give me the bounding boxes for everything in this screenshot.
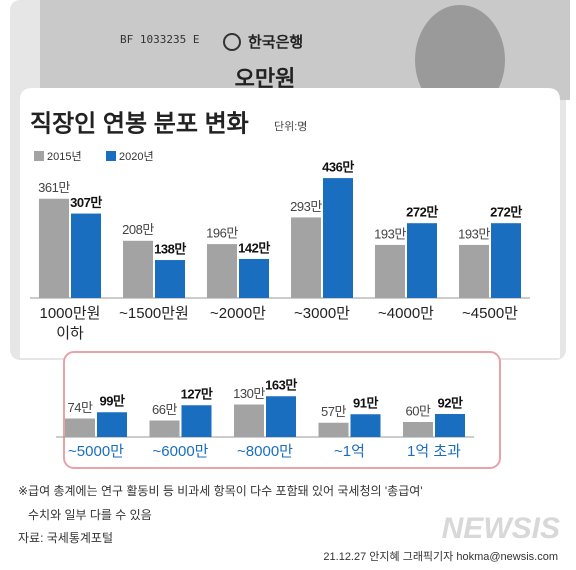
bar: [65, 418, 95, 437]
value-label: 60만: [406, 403, 431, 418]
bar: [407, 223, 437, 298]
value-label: 272만: [406, 205, 438, 220]
legend-swatch: [106, 151, 116, 161]
value-label: 193만: [458, 226, 490, 241]
value-label: 92만: [438, 395, 463, 410]
x-tick-label: ~1억: [334, 443, 365, 460]
bar: [234, 404, 264, 437]
bar: [491, 223, 521, 298]
x-tick-label: ~8000만: [237, 443, 293, 460]
bar: [181, 405, 212, 437]
banknote-portrait: [415, 5, 505, 115]
chart-title: 직장인 연봉 분포 변화: [30, 110, 249, 137]
bar: [207, 244, 237, 298]
x-tick-label: ~4000만: [378, 305, 434, 322]
x-tick-label: 1억 초과: [407, 443, 461, 460]
watermark: NEWSIS: [442, 512, 560, 545]
bank-logo: [223, 33, 241, 51]
denomination: 오만원: [235, 66, 296, 91]
x-tick-label: ~5000만: [68, 443, 124, 460]
bar: [375, 244, 405, 298]
value-label: 436만: [322, 160, 354, 175]
footnote: ※급여 총계에는 연구 활동비 등 비과세 항목이 다수 포함돼 있어 국세청의…: [18, 484, 423, 498]
value-label: 127만: [181, 387, 213, 402]
value-label: 307만: [70, 195, 102, 210]
bar: [266, 396, 296, 437]
value-label: 130만: [233, 386, 265, 401]
serial: BF 1033235 E: [120, 33, 199, 46]
value-label: 99만: [100, 394, 125, 409]
bar: [459, 244, 489, 298]
bar: [435, 414, 465, 437]
bar: [239, 258, 269, 298]
source: 자료: 국세통계포털: [18, 531, 113, 545]
value-label: 91만: [353, 396, 378, 411]
value-label: 293만: [290, 199, 322, 214]
footnote: 수치와 일부 다를 수 있음: [28, 508, 152, 522]
bar: [39, 198, 69, 298]
bar: [291, 217, 321, 298]
bar: [318, 422, 349, 437]
x-tick-label: ~3000만: [294, 305, 350, 322]
x-tick-label: ~4500만: [462, 305, 518, 322]
legend-swatch: [34, 151, 44, 161]
value-label: 361만: [38, 180, 70, 195]
bar: [155, 260, 185, 298]
credit: 21.12.27 안지혜 그래픽기자 hokma@newsis.com: [323, 550, 558, 563]
bar: [71, 213, 101, 298]
x-tick-label: 1000만원 이하: [40, 305, 101, 342]
value-label: 74만: [68, 400, 93, 415]
bar: [323, 178, 353, 298]
unit: 단위:명: [274, 120, 307, 133]
value-label: 193만: [374, 226, 406, 241]
x-tick-label: ~1500만원: [119, 305, 189, 322]
value-label: 138만: [154, 241, 186, 256]
value-label: 208만: [122, 222, 154, 237]
x-tick-label: ~2000만: [210, 305, 266, 322]
value-label: 163만: [265, 378, 297, 393]
value-label: 272만: [490, 205, 522, 220]
value-label: 66만: [152, 402, 177, 417]
value-label: 196만: [206, 226, 238, 241]
bar: [149, 420, 180, 437]
bar: [403, 422, 433, 437]
value-label: 57만: [321, 404, 346, 419]
bar: [350, 414, 381, 437]
legend-label: 2020년: [119, 150, 154, 163]
bank-name: 한국은행: [248, 34, 303, 51]
legend-label: 2015년: [47, 150, 82, 163]
x-tick-label: ~6000만: [153, 443, 209, 460]
value-label: 142만: [238, 240, 270, 255]
bar: [97, 412, 127, 437]
bar: [123, 240, 153, 298]
